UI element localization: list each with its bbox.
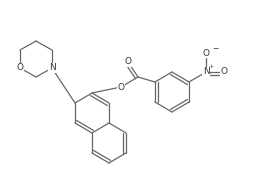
Text: O: O [125, 58, 132, 66]
Text: +: + [208, 64, 214, 70]
Text: −: − [212, 44, 218, 54]
Text: O: O [17, 63, 23, 73]
Text: O: O [117, 82, 125, 92]
Text: O: O [203, 48, 209, 58]
Text: O: O [221, 67, 228, 77]
Text: N: N [203, 67, 209, 77]
Text: N: N [49, 63, 55, 73]
